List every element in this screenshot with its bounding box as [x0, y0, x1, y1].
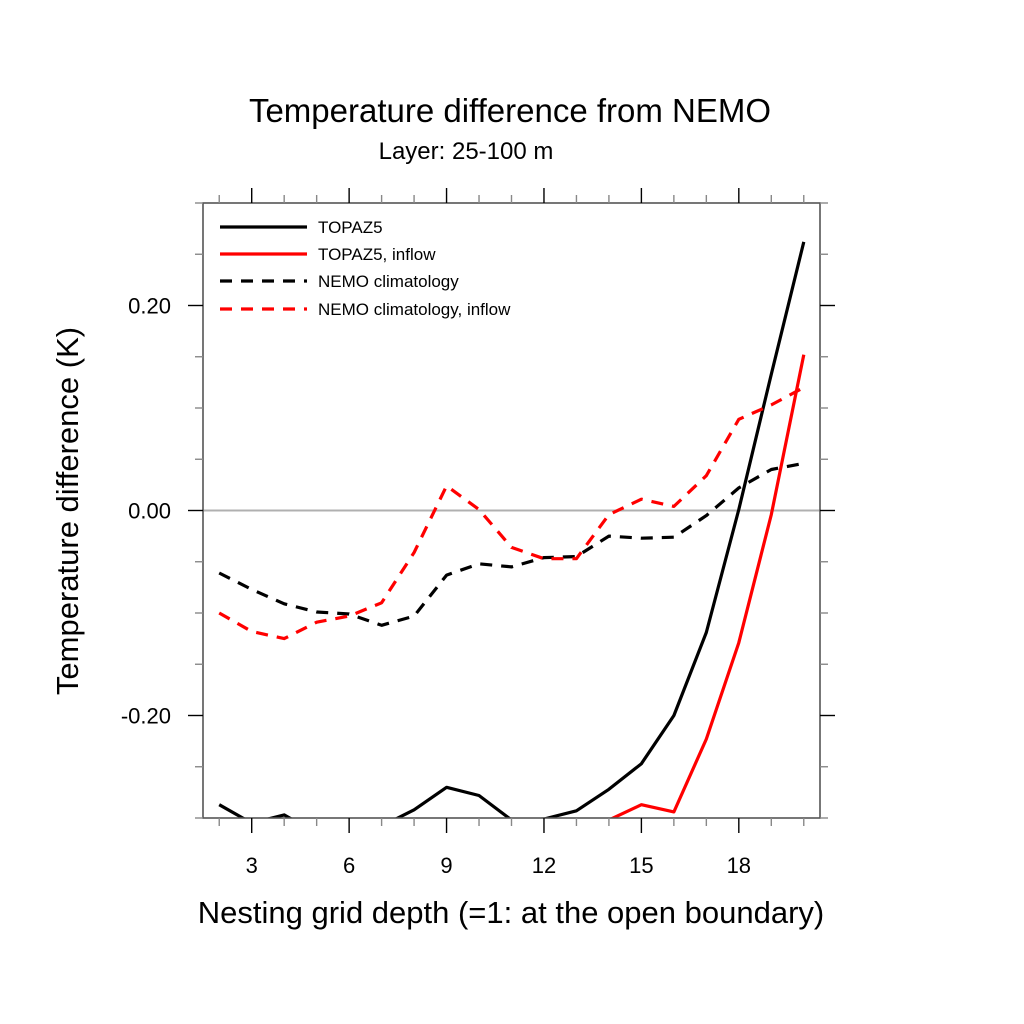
- legend-label: TOPAZ5: [318, 218, 383, 237]
- y-tick-label: 0.20: [128, 294, 171, 319]
- y-axis-label: Temperature difference (K): [50, 327, 85, 695]
- series-line-2: [609, 354, 806, 818]
- legend-item: NEMO climatology, inflow: [220, 300, 511, 319]
- legend: TOPAZ5 TOPAZ5, inflow NEMO climatology NEMO…: [220, 218, 511, 319]
- x-tick-label: 3: [246, 853, 258, 878]
- x-tick-label: 15: [629, 853, 653, 878]
- tick-labels-layer: 3 6 9 12 15 18 -0.20 0.00 0.20: [121, 294, 751, 879]
- legend-label: NEMO climatology, inflow: [318, 300, 511, 319]
- series-line-3: [218, 461, 805, 627]
- legend-label: NEMO climatology: [318, 272, 459, 291]
- chart-title: Temperature difference from NEMO: [249, 92, 771, 129]
- series-layer: [218, 241, 806, 818]
- legend-item: NEMO climatology: [220, 272, 459, 291]
- x-tick-label: 12: [532, 853, 556, 878]
- chart-subtitle: Layer: 25-100 m: [379, 138, 554, 165]
- x-tick-label: 9: [440, 853, 452, 878]
- legend-label: TOPAZ5, inflow: [318, 245, 436, 264]
- legend-item: TOPAZ5: [220, 218, 383, 237]
- x-tick-label: 18: [727, 853, 751, 878]
- series-line-1: [218, 241, 806, 818]
- x-axis-label: Nesting grid depth (=1: at the open boun…: [198, 895, 824, 930]
- x-tick-label: 6: [343, 853, 355, 878]
- legend-item: TOPAZ5, inflow: [220, 245, 436, 264]
- series-line-4: [218, 386, 805, 641]
- y-tick-label: -0.20: [121, 704, 171, 729]
- axes-layer: [188, 188, 835, 833]
- y-tick-label: 0.00: [128, 499, 171, 524]
